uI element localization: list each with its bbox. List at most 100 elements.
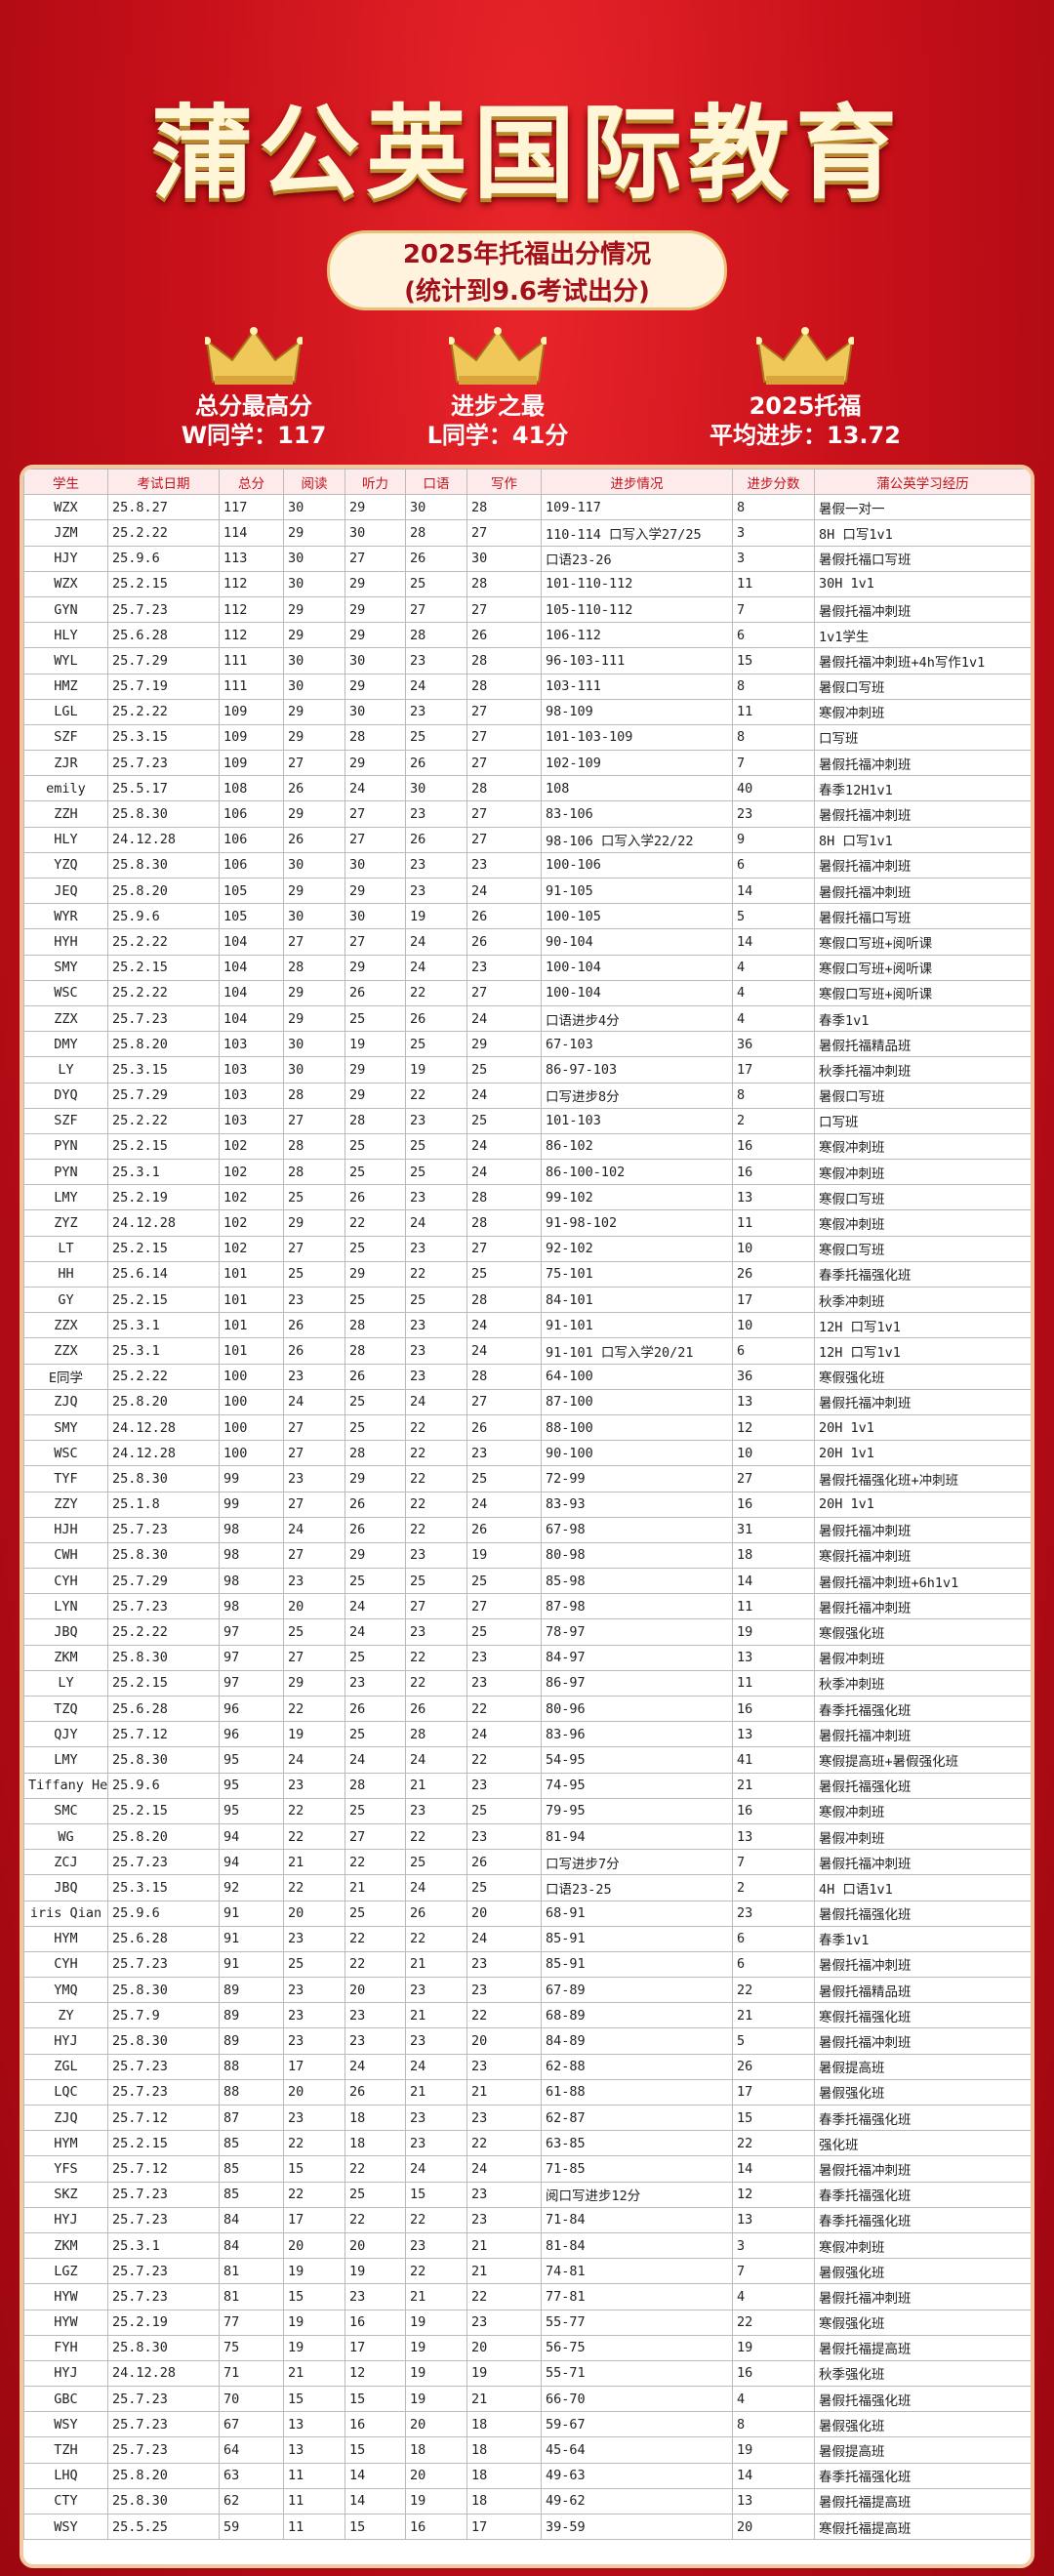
table-cell: 23	[466, 851, 542, 879]
table-cell: 55-71	[541, 2359, 733, 2388]
table-cell: HJH	[23, 1516, 108, 1543]
table-cell: 27	[283, 1107, 345, 1134]
table-cell: 25.3.15	[107, 1874, 220, 1901]
table-cell: 23	[405, 2027, 467, 2055]
column-header: 考试日期	[107, 469, 220, 496]
table-cell: 21	[405, 2283, 467, 2310]
table-cell: 19	[405, 903, 467, 930]
table-cell: 25	[345, 1568, 406, 1595]
table-cell: 23	[732, 800, 815, 828]
table-cell: 22	[345, 2155, 406, 2183]
column-header: 进步情况	[541, 469, 733, 496]
table-row: JBQ 25.3.15 92 22 21 24 25 口语23-25 2 4H 口语1v1	[23, 1874, 1031, 1901]
table-cell: 85-91	[541, 1925, 733, 1952]
table-cell: 25.8.20	[107, 2462, 220, 2489]
table-cell: 12	[732, 1413, 815, 1442]
table-cell: 25.8.30	[107, 1465, 220, 1492]
table-cell: 29	[283, 979, 345, 1006]
table-cell: DYQ	[23, 1082, 108, 1109]
table-cell: 101-110-112	[541, 570, 733, 597]
table-cell: 25.2.22	[107, 698, 220, 725]
table-cell: 暑假托福冲刺班	[814, 1849, 1031, 1876]
table-cell: 25.3.1	[107, 1312, 220, 1339]
table-cell: 26	[345, 1491, 406, 1518]
table-cell: SZF	[23, 1107, 108, 1134]
crown-icon	[756, 327, 854, 385]
table-cell: 11	[283, 2513, 345, 2541]
table-cell: 20	[345, 2231, 406, 2260]
table-cell: 95	[219, 1772, 284, 1799]
table-cell: 24	[405, 1874, 467, 1901]
subtitle-box: 2025年托福出分情况 (统计到9.6考试出分)	[327, 230, 727, 310]
table-cell: 16	[732, 1159, 815, 1186]
table-cell: 105	[219, 877, 284, 905]
table-cell: 27	[283, 1541, 345, 1570]
table-cell: 13	[732, 2487, 815, 2515]
table-cell: LGZ	[23, 2258, 108, 2285]
table: 学生 考试日期 总分 阅读 听力 口语 写作 进步情况 进步分数 蒲公英学习经历 WZX 25.8.2…	[23, 469, 1031, 2541]
table-cell: 27	[466, 698, 542, 725]
table-cell: WSY	[23, 2513, 108, 2541]
table-cell: 秋季强化班	[814, 2359, 1031, 2388]
table-cell: 101	[219, 1312, 284, 1339]
table-cell: 74-95	[541, 1772, 733, 1799]
table-cell: 29	[345, 494, 406, 521]
table-row: WZX 25.2.15 112 30 29 25 28 101-110-112 11 30H 1v…	[23, 570, 1031, 597]
table-cell: 20	[405, 2411, 467, 2438]
table-cell: 28	[466, 1286, 542, 1314]
table-cell: 91-98-102	[541, 1209, 733, 1237]
table-cell: 99	[219, 1491, 284, 1518]
table-cell: TZH	[23, 2436, 108, 2464]
table-row: HH 25.6.14 101 25 29 22 25 75-101 26 春季托福强化班	[23, 1260, 1031, 1288]
table-cell: 64-100	[541, 1363, 733, 1390]
table-cell: 25.8.30	[107, 1644, 220, 1671]
table-cell: 24	[405, 2053, 467, 2080]
table-cell: 16	[345, 2309, 406, 2336]
table-cell: 59	[219, 2513, 284, 2541]
table-cell: 100-105	[541, 903, 733, 930]
table-cell: 寒假口写班+阅听课	[814, 928, 1031, 956]
table-cell: 11	[283, 2462, 345, 2489]
table-cell: ZZH	[23, 800, 108, 828]
table-cell: 85-91	[541, 1950, 733, 1979]
table-cell: 15	[732, 2104, 815, 2132]
table-cell: 100-104	[541, 954, 733, 981]
table-cell: 寒假冲刺班	[814, 2231, 1031, 2260]
table-row: YZQ 25.8.30 106 30 30 23 23 100-106 6 暑假托福冲刺班	[23, 851, 1031, 879]
table-row: LQC 25.7.23 88 20 26 21 21 61-88 17 暑假强化班	[23, 2078, 1031, 2106]
table-cell: 寒假冲刺班	[814, 698, 1031, 725]
table-cell: 25	[345, 1900, 406, 1927]
table-cell: 30	[283, 647, 345, 675]
table-cell: 7	[732, 750, 815, 777]
table-cell: 86-97-103	[541, 1056, 733, 1084]
table-cell: 19	[466, 1541, 542, 1570]
table-cell: 23	[283, 1772, 345, 1799]
table-cell: 13	[732, 1822, 815, 1851]
highlight-value: 平均进步：13.72	[709, 422, 901, 449]
table-cell: 6	[732, 1950, 815, 1979]
table-cell: 103-111	[541, 673, 733, 700]
table-cell: 23	[345, 1669, 406, 1697]
table-cell: 103	[219, 1031, 284, 1058]
table-cell: 22	[405, 1260, 467, 1288]
table-cell: ZKM	[23, 1644, 108, 1671]
table-cell: 90-100	[541, 1440, 733, 1467]
table-cell: 29	[345, 1541, 406, 1570]
table-cell: 80-98	[541, 1541, 733, 1570]
table-cell: 秋季冲刺班	[814, 1286, 1031, 1314]
table-cell: 19	[283, 2258, 345, 2285]
table-cell: 16	[732, 2359, 815, 2388]
table-cell: 25	[466, 1465, 542, 1492]
table-cell: HYM	[23, 2130, 108, 2157]
table-cell: 18	[345, 2104, 406, 2132]
table-cell: 暑假托福口写班	[814, 903, 1031, 930]
table-cell: 102	[219, 1184, 284, 1211]
table-cell: 21	[466, 2078, 542, 2106]
table-cell: 暑假口写班	[814, 1082, 1031, 1109]
table-cell: 84-89	[541, 2027, 733, 2055]
table-cell: 25.2.15	[107, 570, 220, 597]
table-cell: 24	[405, 1746, 467, 1774]
table-cell: LT	[23, 1235, 108, 1262]
table-cell: 27	[283, 1644, 345, 1671]
column-header: 阅读	[283, 469, 345, 496]
